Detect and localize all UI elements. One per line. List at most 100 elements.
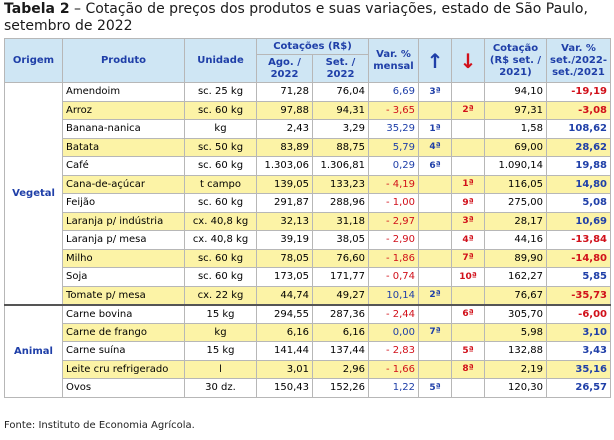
- rank-up-cell: 4ª: [418, 137, 452, 157]
- header-arrow-up: ↑: [418, 38, 452, 83]
- rank-down-cell: [451, 285, 485, 306]
- unidade-cell: sc. 25 kg: [184, 82, 257, 102]
- produto-cell: Tomate p/ mesa: [62, 285, 185, 306]
- unidade-cell: t campo: [184, 174, 257, 194]
- ago-2022-cell: 6,16: [256, 322, 313, 342]
- var-anual-cell: 28,62: [546, 137, 611, 157]
- var-mensal-cell: - 2,97: [368, 211, 419, 231]
- produto-cell: Carne bovina: [62, 304, 185, 324]
- table-row: Soja sc. 60 kg 173,05 171,77- 0,74 10ª 162,27…: [5, 267, 611, 287]
- table-row: Milho sc. 60 kg 78,05 76,60- 1,86 7ª 89,90 -14…: [5, 248, 611, 268]
- table-row: Vegetal Amendoim sc. 25 kg 71,28 76,04 6,69 3ª…: [4, 82, 611, 306]
- table-row: Cana-de-açúcar t campo 139,05 133,23- 4,19 1…: [5, 174, 611, 194]
- rank-down-cell: [451, 137, 485, 157]
- table-row: Ovos 30 dz. 150,43 152,26 1,22 5ª 120,30 26,57: [5, 378, 611, 398]
- origem-label: Vegetal: [4, 82, 63, 306]
- rank-down-cell: 8ª: [451, 359, 485, 379]
- rank-up-cell: [418, 174, 452, 194]
- table-title: Tabela 2 – Cotação de preços dos produto…: [4, 1, 610, 35]
- rank-down-cell: [451, 156, 485, 176]
- arrow-up-icon: ↑: [426, 48, 444, 73]
- produto-cell: Amendoim: [62, 82, 185, 102]
- rank-down-cell: [451, 82, 485, 102]
- rank-down-cell: [451, 378, 485, 398]
- set-2022-cell: 76,04: [312, 82, 369, 102]
- var-anual-cell: 108,62: [546, 119, 611, 139]
- var-anual-cell: 35,16: [546, 359, 611, 379]
- produto-cell: Laranja p/ mesa: [62, 230, 185, 250]
- rank-down-cell: [451, 119, 485, 139]
- rank-down-cell: 10ª: [451, 267, 485, 287]
- rank-up-cell: 2ª: [418, 285, 452, 306]
- unidade-cell: sc. 60 kg: [184, 100, 257, 120]
- ago-2022-cell: 173,05: [256, 267, 313, 287]
- unidade-cell: sc. 60 kg: [184, 193, 257, 213]
- rank-down-cell: 1ª: [451, 174, 485, 194]
- var-anual-cell: -6,00: [546, 304, 611, 324]
- table-row: Café sc. 60 kg 1.303,06 1.306,81 0,29 6ª 1.090…: [5, 156, 611, 176]
- rank-up-cell: [418, 230, 452, 250]
- ago-2022-cell: 44,74: [256, 285, 313, 306]
- ago-2022-cell: 1.303,06: [256, 156, 313, 176]
- produto-cell: Feijão: [62, 193, 185, 213]
- var-anual-cell: 26,57: [546, 378, 611, 398]
- produto-cell: Arroz: [62, 100, 185, 120]
- table-title-label: Tabela 2: [4, 1, 70, 17]
- var-mensal-cell: - 3,65: [368, 100, 419, 120]
- var-anual-cell: 3,43: [546, 341, 611, 361]
- ago-2022-cell: 2,43: [256, 119, 313, 139]
- rank-up-cell: [418, 304, 452, 324]
- cotacao-2021-cell: 162,27: [484, 267, 547, 287]
- unidade-cell: cx. 22 kg: [184, 285, 257, 306]
- table-row: Arroz sc. 60 kg 97,88 94,31- 3,65 2ª 97,31 -3,…: [5, 100, 611, 120]
- unidade-cell: cx. 40,8 kg: [184, 230, 257, 250]
- table-row: Banana-nanica kg 2,43 3,29 35,29 1ª 1,58 108,62: [5, 119, 611, 139]
- cotacao-2021-cell: 305,70: [484, 304, 547, 324]
- source-footnote: Fonte: Instituto de Economia Agrícola.: [4, 420, 195, 431]
- rank-up-cell: [418, 359, 452, 379]
- cotacao-2021-cell: 89,90: [484, 248, 547, 268]
- ago-2022-cell: 32,13: [256, 211, 313, 231]
- ago-2022-cell: 97,88: [256, 100, 313, 120]
- ago-2022-cell: 71,28: [256, 82, 313, 102]
- var-mensal-cell: 1,22: [368, 378, 419, 398]
- cotacao-2021-cell: 1,58: [484, 119, 547, 139]
- cotacao-2021-cell: 275,00: [484, 193, 547, 213]
- rank-up-cell: [418, 193, 452, 213]
- rank-down-cell: 7ª: [451, 248, 485, 268]
- ago-2022-cell: 291,87: [256, 193, 313, 213]
- header-origem: Origem: [4, 38, 63, 83]
- produto-cell: Banana-nanica: [62, 119, 185, 139]
- header-set-2022: Set. / 2022: [312, 54, 369, 83]
- table-row: Laranja p/ mesa cx. 40,8 kg 39,19 38,05- 2,…: [5, 230, 611, 250]
- var-mensal-cell: 0,29: [368, 156, 419, 176]
- var-mensal-cell: 5,79: [368, 137, 419, 157]
- cotacao-2021-cell: 120,30: [484, 378, 547, 398]
- rank-down-cell: 3ª: [451, 211, 485, 231]
- set-2022-cell: 288,96: [312, 193, 369, 213]
- cotacao-2021-cell: 2,19: [484, 359, 547, 379]
- produto-cell: Milho: [62, 248, 185, 268]
- var-mensal-cell: 6,69: [368, 82, 419, 102]
- produto-cell: Carne de frango: [62, 322, 185, 342]
- unidade-cell: 15 kg: [184, 304, 257, 324]
- var-anual-cell: 19,88: [546, 156, 611, 176]
- unidade-cell: kg: [184, 119, 257, 139]
- set-2022-cell: 76,60: [312, 248, 369, 268]
- produto-cell: Cana-de-açúcar: [62, 174, 185, 194]
- var-anual-cell: 5,08: [546, 193, 611, 213]
- rank-up-cell: 1ª: [418, 119, 452, 139]
- rank-up-cell: [418, 248, 452, 268]
- ago-2022-cell: 3,01: [256, 359, 313, 379]
- ago-2022-cell: 150,43: [256, 378, 313, 398]
- rank-up-cell: 3ª: [418, 82, 452, 102]
- var-mensal-cell: - 2,90: [368, 230, 419, 250]
- var-anual-cell: 10,69: [546, 211, 611, 231]
- var-anual-cell: -3,08: [546, 100, 611, 120]
- unidade-cell: sc. 50 kg: [184, 137, 257, 157]
- rank-down-cell: 4ª: [451, 230, 485, 250]
- header-ago-2022: Ago. / 2022: [256, 54, 313, 83]
- header-cotacoes: Cotações (R$): [256, 38, 369, 55]
- header-cotacao-2021: Cotação (R$ set. / 2021): [484, 38, 547, 83]
- ago-2022-cell: 294,55: [256, 304, 313, 324]
